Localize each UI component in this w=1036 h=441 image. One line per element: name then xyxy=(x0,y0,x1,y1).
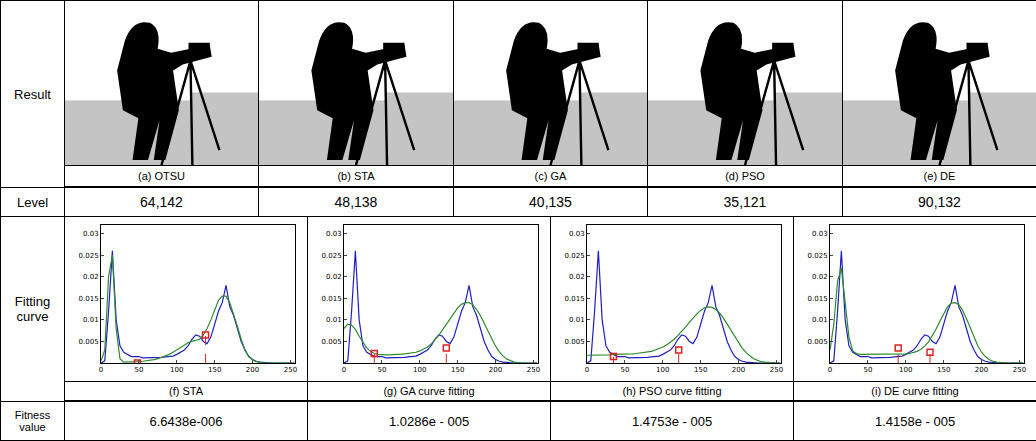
svg-text:100: 100 xyxy=(656,366,669,374)
svg-text:0.015: 0.015 xyxy=(322,295,342,303)
svg-text:150: 150 xyxy=(937,366,950,374)
svg-text:0.01: 0.01 xyxy=(812,316,828,324)
html-text:(h) PSO curve fitting: (h) PSO curve fitting xyxy=(622,385,722,397)
html-text:35,121: 35,121 xyxy=(723,194,767,210)
svg-text:0.01: 0.01 xyxy=(83,316,99,324)
svg-text:150: 150 xyxy=(208,366,221,374)
svg-text:200: 200 xyxy=(975,366,988,374)
html-text:Level: Level xyxy=(17,194,48,210)
svg-text:0.005: 0.005 xyxy=(565,338,585,346)
html-text:(e) DE: (e) DE xyxy=(923,170,956,182)
svg-text:0.005: 0.005 xyxy=(808,338,828,346)
svg-text:250: 250 xyxy=(1013,366,1026,374)
svg-text:0.025: 0.025 xyxy=(322,252,342,260)
svg-text:0.01: 0.01 xyxy=(569,316,585,324)
svg-text:0.025: 0.025 xyxy=(79,252,99,260)
html-text:90,132: 90,132 xyxy=(918,194,961,210)
svg-text:150: 150 xyxy=(451,366,464,374)
svg-text:50: 50 xyxy=(863,366,872,374)
svg-text:100: 100 xyxy=(413,366,426,374)
svg-text:50: 50 xyxy=(377,366,386,374)
html-text:Fitting curve: Fitting curve xyxy=(14,294,51,324)
svg-text:250: 250 xyxy=(770,366,783,374)
svg-text:0.02: 0.02 xyxy=(812,273,828,281)
svg-text:250: 250 xyxy=(284,366,297,374)
svg-text:0.015: 0.015 xyxy=(808,295,828,303)
html-text:64,142: 64,142 xyxy=(140,194,183,210)
svg-text:0.015: 0.015 xyxy=(79,295,99,303)
html-text:(i) DE curve fitting: (i) DE curve fitting xyxy=(871,385,959,397)
svg-text:0: 0 xyxy=(342,366,346,374)
svg-text:200: 200 xyxy=(732,366,745,374)
svg-text:0: 0 xyxy=(585,366,589,374)
html-text:(c) GA: (c) GA xyxy=(534,170,567,182)
svg-text:0.01: 0.01 xyxy=(326,316,342,324)
svg-text:100: 100 xyxy=(899,366,912,374)
svg-text:0: 0 xyxy=(99,366,103,374)
html-text:1.0286e - 005: 1.0286e - 005 xyxy=(388,413,470,429)
html-text:Result: Result xyxy=(14,86,51,102)
svg-text:0.03: 0.03 xyxy=(326,230,342,238)
svg-text:100: 100 xyxy=(170,366,183,374)
svg-text:0.025: 0.025 xyxy=(808,252,828,260)
svg-text:50: 50 xyxy=(134,366,143,374)
html-text:(b) STA: (b) STA xyxy=(337,170,375,182)
svg-text:0: 0 xyxy=(828,366,832,374)
svg-text:50: 50 xyxy=(620,366,629,374)
svg-text:0.025: 0.025 xyxy=(565,252,585,260)
svg-text:0.005: 0.005 xyxy=(322,338,342,346)
html-text:1.4753e - 005: 1.4753e - 005 xyxy=(631,413,713,429)
svg-text:0.02: 0.02 xyxy=(326,273,342,281)
html-text:48,138: 48,138 xyxy=(334,194,378,210)
svg-text:0.02: 0.02 xyxy=(83,273,99,281)
svg-text:0.03: 0.03 xyxy=(812,230,828,238)
html-text:(d) PSO: (d) PSO xyxy=(725,170,765,182)
html-text:(a) OTSU: (a) OTSU xyxy=(138,170,185,182)
svg-text:0.005: 0.005 xyxy=(79,338,99,346)
svg-text:200: 200 xyxy=(489,366,502,374)
svg-text:250: 250 xyxy=(527,366,540,374)
html-text:6.6438e-006: 6.6438e-006 xyxy=(149,413,223,429)
html-text:(g) GA curve fitting: (g) GA curve fitting xyxy=(383,385,475,397)
svg-text:150: 150 xyxy=(694,366,707,374)
svg-text:0.03: 0.03 xyxy=(569,230,585,238)
html-text:40,135: 40,135 xyxy=(529,194,572,210)
svg-text:0.02: 0.02 xyxy=(569,273,585,281)
svg-text:0.015: 0.015 xyxy=(565,295,585,303)
html-text:1.4158e - 005: 1.4158e - 005 xyxy=(874,413,956,429)
html-text:(f) STA: (f) STA xyxy=(169,385,203,397)
html-text:Fitness value: Fitness value xyxy=(14,408,51,433)
svg-text:200: 200 xyxy=(246,366,259,374)
svg-text:0.03: 0.03 xyxy=(83,230,99,238)
